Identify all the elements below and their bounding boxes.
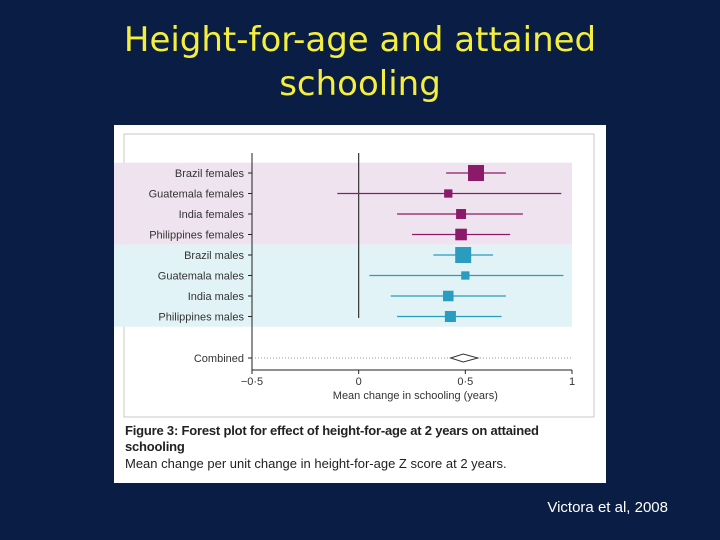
figure-caption: Figure 3: Forest plot for effect of heig… — [125, 423, 595, 472]
figure-panel: Brazil females Guatemala females India fem… — [114, 125, 606, 483]
row-label: Guatemala females — [149, 189, 245, 201]
point-estimate — [444, 310, 456, 323]
point-estimate — [461, 271, 470, 280]
forest-plot: Brazil females Guatemala females India fem… — [114, 133, 595, 418]
point-estimate — [455, 247, 472, 263]
male-band — [114, 244, 572, 327]
combined-diamond — [449, 353, 480, 363]
row-label: Brazil males — [184, 250, 244, 262]
x-tick-label: 1 — [569, 376, 575, 388]
caption-note: Mean change per unit change in height-fo… — [125, 456, 507, 471]
slide-title: Height-for-age and attained schooling — [40, 18, 680, 106]
point-estimate — [455, 228, 467, 241]
combined-label: Combined — [194, 353, 244, 365]
x-tick-label: −0·5 — [241, 376, 263, 388]
point-estimate — [468, 165, 484, 181]
citation: Victora et al, 2008 — [547, 499, 668, 516]
x-tick-label: 0 — [356, 376, 362, 388]
row-label: Guatemala males — [158, 271, 245, 283]
point-estimate — [443, 290, 454, 302]
x-tick-label: 0·5 — [457, 376, 473, 388]
row-label: India females — [179, 209, 245, 221]
x-axis-label: Mean change in schooling (years) — [333, 390, 498, 402]
point-estimate — [444, 189, 453, 198]
row-label: Philippines females — [149, 230, 244, 242]
female-band — [114, 162, 572, 245]
row-label: Philippines males — [158, 312, 244, 324]
slide-title-line-2: schooling — [279, 64, 441, 104]
row-label: Brazil females — [175, 168, 245, 180]
row-label: India males — [188, 291, 245, 303]
point-estimate — [456, 209, 467, 219]
caption-title: Figure 3: Forest plot for effect of heig… — [125, 423, 539, 454]
slide-title-line-1: Height-for-age and attained — [123, 20, 597, 60]
